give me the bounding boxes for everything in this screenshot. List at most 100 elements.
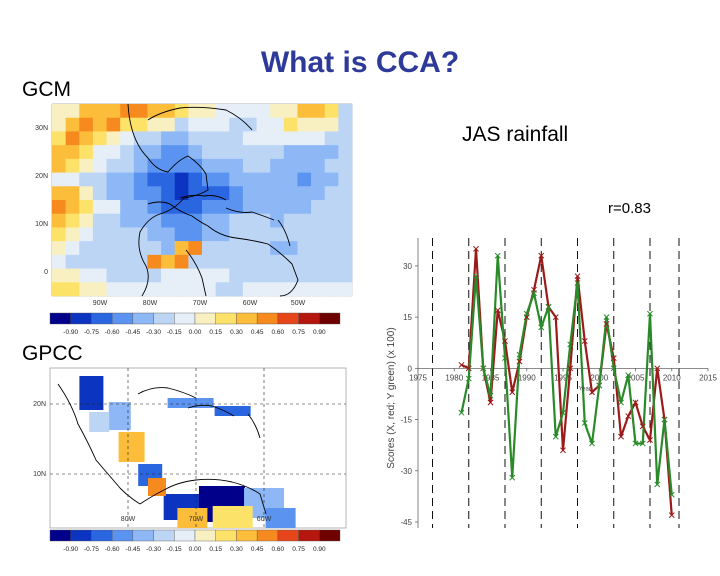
slide-title: What is CCA? — [260, 46, 460, 79]
gcm-cell — [106, 268, 121, 283]
gcm-cell — [229, 158, 244, 173]
x-axis-label: Year — [579, 386, 591, 392]
gcm-cell — [242, 172, 257, 187]
series-point-y — [545, 303, 552, 310]
gcm-cell — [338, 186, 353, 201]
x-tick-label: 1995 — [554, 373, 572, 382]
gcm-colorbar-labels: -0.90 -0.75 -0.60 -0.45 -0.30 -0.15 0.00 0.15 0.… — [63, 329, 326, 336]
gcm-cell — [79, 268, 94, 283]
gpcc-colorbar-tick-label: -0.45 — [125, 546, 140, 553]
gcm-cell — [147, 186, 162, 201]
series-point-x — [473, 245, 479, 252]
gcm-cell — [133, 131, 148, 146]
gcm-cell — [120, 131, 135, 146]
series-point-y — [560, 409, 566, 416]
gcm-cell — [270, 241, 285, 256]
gcm-cell — [202, 117, 216, 132]
gcm-cell — [79, 158, 94, 173]
series-point-x — [494, 307, 501, 314]
gcm-cell — [120, 186, 135, 201]
gcm-cell — [133, 145, 148, 160]
gpcc-cell — [212, 506, 253, 528]
series-point-y — [574, 280, 581, 286]
series-point-y — [465, 375, 472, 382]
gcm-colorbar-swatch — [91, 312, 113, 325]
year-dashed-lines — [432, 238, 680, 528]
gpcc-colorbar-tick-label: -0.75 — [84, 546, 99, 553]
gcm-colorbar-swatch — [277, 312, 299, 325]
gcm-cell — [270, 282, 285, 297]
gcm-cell — [188, 200, 203, 215]
gpcc-cell — [214, 406, 251, 416]
gcm-cell — [297, 117, 312, 132]
gcm-colorbar-tick-label: 0.15 — [209, 329, 222, 336]
timeseries-title: JAS rainfall — [462, 123, 569, 146]
gcm-cell — [106, 158, 121, 173]
gcm-cell — [79, 213, 94, 228]
gcm-cell — [324, 131, 339, 146]
gcm-cell — [202, 213, 216, 228]
series-point-y — [603, 314, 610, 321]
gcm-colorbar-tick-label: 0.90 — [313, 329, 326, 336]
gpcc-lon-label: 60W — [257, 516, 272, 523]
gcm-cell — [242, 282, 257, 297]
gpcc-colorbar-swatch — [277, 529, 299, 542]
gcm-cell — [174, 268, 189, 283]
gcm-cell — [188, 282, 203, 297]
gcm-colorbar-swatch — [215, 312, 237, 325]
gcm-cell — [311, 186, 326, 201]
series-point-y — [625, 372, 632, 379]
gcm-cell — [229, 227, 244, 242]
gcm-cell — [92, 186, 107, 201]
gcm-cell — [297, 213, 312, 228]
gcm-colorbar-tick-label: 0.30 — [230, 329, 243, 336]
gcm-cell — [161, 117, 176, 132]
gcm-cell — [338, 200, 353, 215]
gcm-cell — [92, 213, 107, 228]
gcm-cell — [92, 172, 107, 187]
gcm-cell — [229, 241, 244, 256]
gcm-cell — [256, 200, 271, 215]
gcm-cell — [52, 213, 66, 228]
gcm-cell — [133, 227, 148, 242]
series-point-x — [632, 399, 639, 406]
gcm-cell — [324, 241, 339, 256]
series-point-x — [465, 365, 472, 372]
gcm-cell — [215, 200, 230, 215]
gcm-cell — [338, 117, 353, 132]
gpcc-cell — [118, 432, 145, 462]
gcm-cell — [65, 131, 80, 146]
gcm-cell — [120, 254, 135, 269]
gcm-cell — [188, 158, 203, 173]
gcm-cell — [297, 227, 312, 242]
gcm-lon-label: 70W — [193, 300, 208, 307]
series-point-y — [523, 310, 530, 317]
x-tick-label: 2015 — [699, 373, 717, 382]
series-point-y — [596, 382, 603, 389]
gcm-cell — [270, 200, 285, 215]
gcm-cell — [106, 200, 121, 215]
gcm-cell — [270, 145, 285, 160]
gcm-colorbar-swatch — [49, 312, 71, 325]
gpcc-colorbar-swatches — [49, 529, 341, 542]
series-point-x — [610, 355, 617, 362]
series-point-y — [494, 252, 501, 259]
series-point-y — [632, 440, 639, 447]
gcm-cell — [52, 158, 66, 173]
gpcc-colorbar-swatch — [174, 529, 196, 542]
gcm-cell — [79, 104, 94, 119]
series-point-x — [647, 437, 653, 444]
gcm-colorbar-swatch — [298, 312, 320, 325]
gcm-cell — [311, 254, 326, 269]
gcm-cell — [242, 131, 257, 146]
series-point-y — [509, 474, 516, 481]
gcm-cell — [188, 241, 203, 256]
gcm-cell — [215, 172, 230, 187]
gpcc-colorbar-labels: -0.90 -0.75 -0.60 -0.45 -0.30 -0.15 0.00 0.15 0.… — [63, 546, 326, 553]
gcm-cell — [215, 131, 230, 146]
gcm-cell — [297, 241, 312, 256]
gpcc-colorbar-swatch — [49, 529, 71, 542]
gcm-cell — [174, 241, 189, 256]
gpcc-latitude-ticks: 20N 10N — [33, 401, 46, 478]
gcm-cell — [174, 227, 189, 242]
